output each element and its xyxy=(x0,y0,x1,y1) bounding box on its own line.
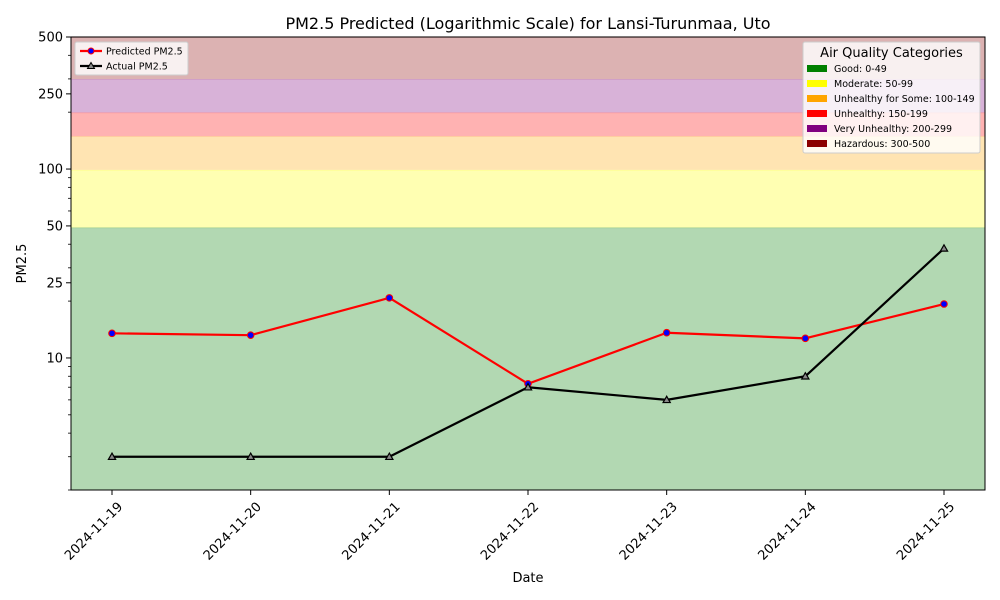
x-tick-label: 2024-11-24 xyxy=(755,500,819,564)
bands-legend-title: Air Quality Categories xyxy=(820,46,963,61)
band-swatch-0 xyxy=(807,65,827,72)
x-tick-label: 2024-11-23 xyxy=(617,500,681,564)
y-tick-label: 10 xyxy=(46,351,63,366)
x-tick-label: 2024-11-20 xyxy=(201,500,265,564)
series-0-point-2 xyxy=(385,294,394,302)
x-tick-label: 2024-11-22 xyxy=(478,500,542,564)
y-tick-label: 500 xyxy=(38,31,63,46)
y-tick-label: 25 xyxy=(46,276,63,291)
band-label-4: Very Unhealthy: 200-299 xyxy=(834,124,952,135)
x-axis-label: Date xyxy=(512,571,543,586)
band-label-3: Unhealthy: 150-199 xyxy=(834,109,928,120)
band-swatch-3 xyxy=(807,110,827,117)
series-1-point-0 xyxy=(107,451,117,461)
series-legend-box xyxy=(74,41,189,76)
band-label-5: Hazardous: 300-500 xyxy=(834,139,930,150)
band-label-1: Moderate: 50-99 xyxy=(834,79,913,90)
y-tick-label: 250 xyxy=(38,87,63,102)
bands-legend-box xyxy=(802,41,981,154)
series-1-point-4 xyxy=(662,395,672,404)
series-0-point-1 xyxy=(246,331,255,339)
series-layer xyxy=(107,243,949,461)
x-tick-label: 2024-11-25 xyxy=(894,500,958,564)
band-swatch-1 xyxy=(807,80,827,87)
legend-label-0: Predicted PM2.5 xyxy=(106,47,183,58)
y-axis-label: PM2.5 xyxy=(15,244,30,284)
aqi-category-legend: Air Quality Categories Good: 0-49 Moderate… xyxy=(802,41,981,154)
y-tick-label: 100 xyxy=(38,163,63,178)
series-0-point-0 xyxy=(108,329,116,338)
band-label-0: Good: 0-49 xyxy=(834,64,887,75)
band-label-2: Unhealthy for Some: 100-149 xyxy=(834,94,975,105)
series-1-point-2 xyxy=(384,451,394,461)
series-1-point-5 xyxy=(800,371,810,380)
x-tick-label: 2024-11-19 xyxy=(62,500,126,564)
legend-marker-1 xyxy=(86,61,96,69)
series-0-point-4 xyxy=(662,328,671,337)
legend-marker-0 xyxy=(87,47,95,55)
band-swatch-5 xyxy=(807,140,827,147)
y-tick-label: 50 xyxy=(46,219,63,234)
series-legend: Predicted PM2.5 Actual PM2.5 xyxy=(74,41,189,76)
series-1-point-1 xyxy=(246,451,256,461)
series-0-point-5 xyxy=(801,334,810,343)
series-1-point-6 xyxy=(939,243,949,252)
band-swatch-4 xyxy=(807,125,827,132)
aqi-band-1 xyxy=(71,169,985,228)
series-0-point-6 xyxy=(940,300,948,308)
x-tick-label: 2024-11-21 xyxy=(339,500,403,564)
band-swatch-2 xyxy=(807,95,827,102)
series-1-point-3 xyxy=(523,382,533,391)
aqi-band-0 xyxy=(71,227,985,491)
chart-title: PM2.5 Predicted (Logarithmic Scale) for … xyxy=(285,14,770,33)
legend-label-1: Actual PM2.5 xyxy=(106,62,168,73)
aqi-band-3 xyxy=(71,112,985,137)
